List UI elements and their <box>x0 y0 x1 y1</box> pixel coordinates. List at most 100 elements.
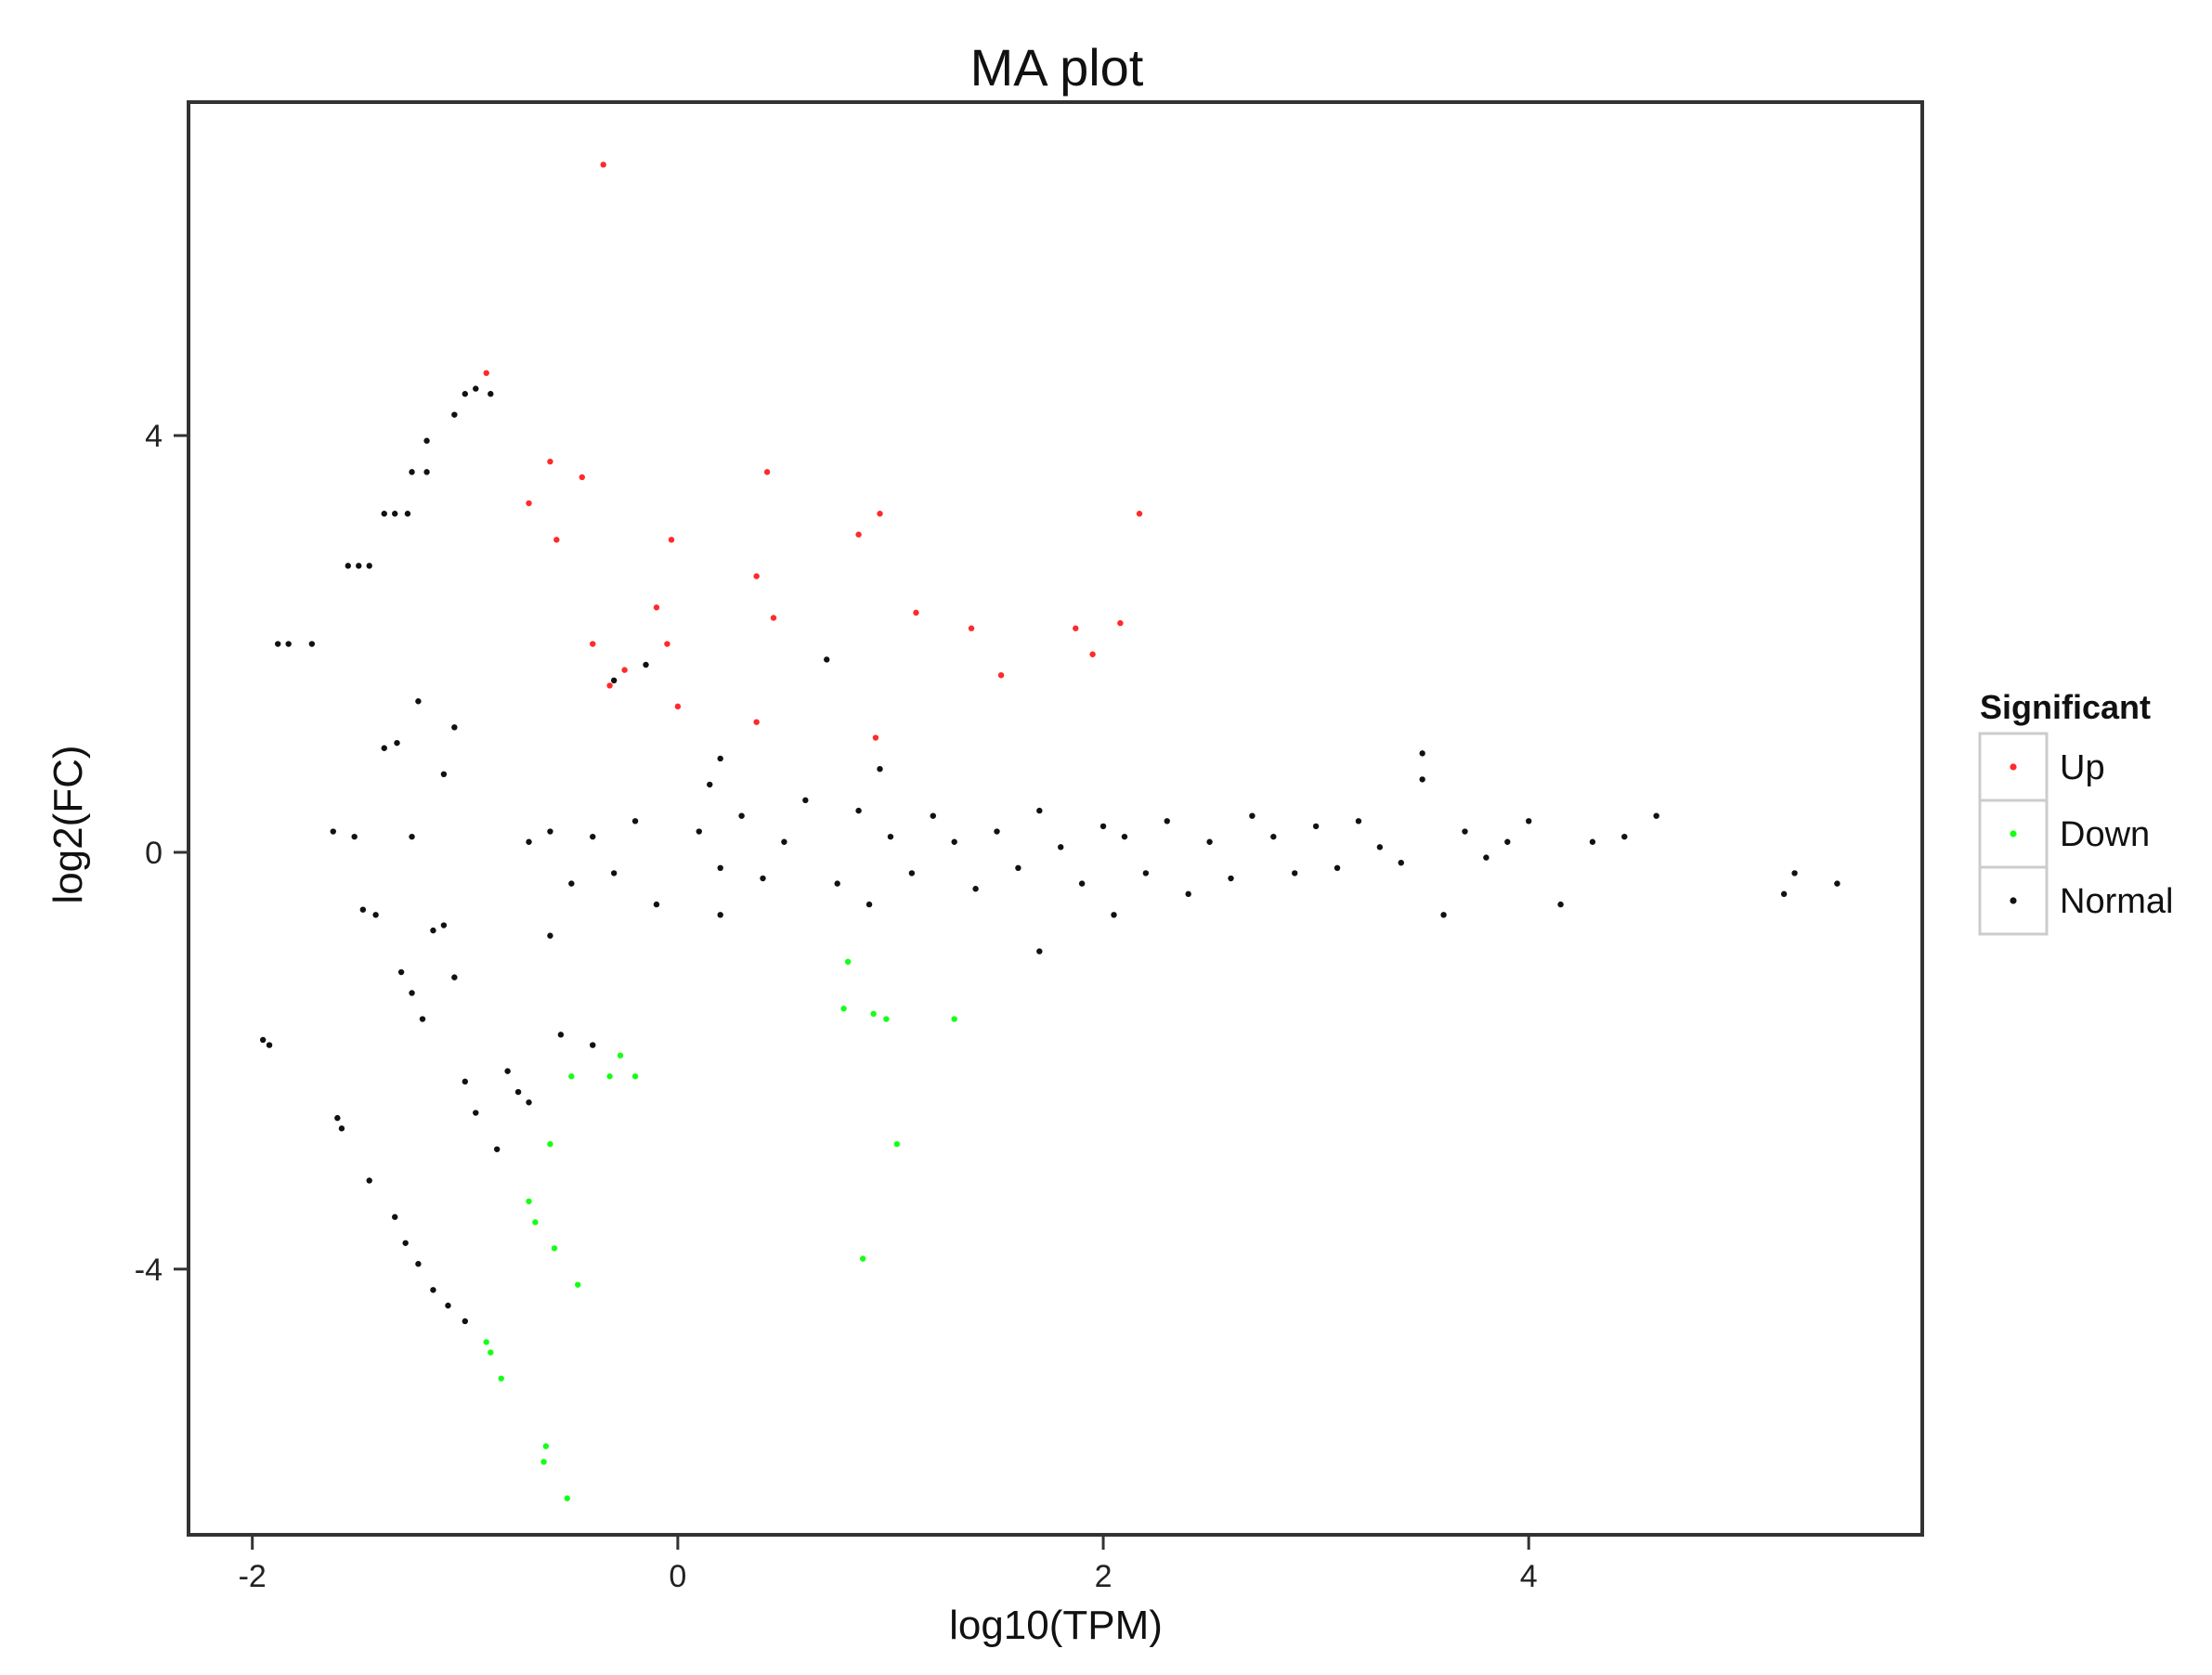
point-normal <box>488 391 494 397</box>
point-normal <box>493 1146 501 1152</box>
point-down <box>547 1140 553 1148</box>
point-normal <box>473 1110 479 1116</box>
point-normal <box>610 870 618 876</box>
point-normal <box>526 1099 532 1106</box>
legend-title: Significant <box>1980 688 2151 726</box>
point-normal <box>590 1042 596 1048</box>
point-normal <box>1483 854 1490 861</box>
point-normal <box>451 411 458 418</box>
point-normal <box>462 391 469 397</box>
x-tick-label: 0 <box>669 1559 686 1594</box>
point-normal <box>1398 859 1404 866</box>
point-down <box>859 1255 866 1262</box>
point-down <box>488 1349 494 1356</box>
point-normal <box>473 385 479 392</box>
point-normal <box>381 745 387 751</box>
point-normal <box>1355 818 1362 825</box>
point-normal <box>356 563 362 569</box>
point-normal <box>345 563 352 569</box>
point-down <box>631 1073 639 1080</box>
point-normal <box>1419 776 1425 783</box>
point-normal <box>1780 890 1788 898</box>
point-normal <box>1791 870 1798 876</box>
point-down <box>540 1459 547 1465</box>
point-normal <box>366 563 372 569</box>
point-normal <box>855 807 862 814</box>
point-normal <box>887 833 894 840</box>
point-normal <box>514 1088 522 1096</box>
point-normal <box>1078 880 1086 887</box>
legend-key-normal <box>2010 897 2017 904</box>
point-normal <box>557 1032 565 1038</box>
point-up <box>1117 619 1124 627</box>
point-up <box>668 537 675 543</box>
point-normal <box>1015 864 1021 872</box>
legend-label-normal: Normal <box>2060 882 2173 921</box>
legend-key-down <box>2010 830 2017 838</box>
point-normal <box>1121 833 1128 840</box>
point-down <box>575 1281 581 1288</box>
point-normal <box>308 641 316 647</box>
x-tick-label: -2 <box>239 1559 267 1594</box>
point-normal <box>760 875 766 882</box>
point-normal <box>590 833 596 840</box>
point-normal <box>451 724 458 731</box>
point-normal <box>781 838 787 845</box>
point-up <box>753 573 760 579</box>
point-normal <box>351 833 358 840</box>
point-normal <box>547 828 553 835</box>
point-up <box>997 672 1005 679</box>
point-normal <box>653 901 660 908</box>
point-normal <box>409 990 415 996</box>
point-down <box>870 1010 877 1018</box>
point-up <box>621 667 628 673</box>
point-up <box>664 641 670 647</box>
point-normal <box>462 1318 469 1325</box>
point-down <box>551 1245 558 1252</box>
point-down <box>617 1052 624 1058</box>
legend-label-up: Up <box>2060 748 2105 787</box>
point-normal <box>951 838 957 845</box>
point-normal <box>631 818 639 825</box>
point-up <box>483 370 489 376</box>
point-normal <box>402 1240 409 1246</box>
point-down <box>564 1495 570 1501</box>
plot-panel <box>187 100 1924 1537</box>
point-down <box>542 1443 550 1449</box>
point-normal <box>1142 870 1150 876</box>
point-normal <box>366 1177 372 1184</box>
point-up <box>674 703 682 710</box>
point-normal <box>1164 818 1170 825</box>
point-normal <box>1504 838 1511 845</box>
point-up <box>579 474 585 481</box>
point-normal <box>1292 870 1298 876</box>
point-normal <box>397 968 405 976</box>
point-normal <box>1440 912 1447 918</box>
point-normal <box>1621 833 1628 840</box>
point-normal <box>1834 880 1841 887</box>
point-normal <box>381 511 387 517</box>
point-normal <box>972 886 979 892</box>
point-normal <box>1099 823 1107 830</box>
point-normal <box>409 469 415 475</box>
point-normal <box>259 1036 267 1044</box>
point-down <box>526 1198 532 1205</box>
point-normal <box>1589 838 1596 845</box>
point-normal <box>1462 828 1468 835</box>
point-normal <box>717 755 723 762</box>
point-normal <box>1312 823 1320 830</box>
point-normal <box>568 880 575 887</box>
point-normal <box>445 1302 451 1309</box>
point-down <box>840 1006 847 1012</box>
point-normal <box>451 974 458 980</box>
point-normal <box>1419 750 1425 757</box>
point-normal <box>930 812 936 819</box>
point-up <box>653 604 660 611</box>
point-normal <box>1058 844 1064 850</box>
point-normal <box>994 828 1000 835</box>
point-normal <box>359 906 367 913</box>
point-normal <box>394 739 400 747</box>
point-normal <box>738 812 745 819</box>
point-normal <box>338 1125 345 1132</box>
point-normal <box>419 1016 426 1022</box>
